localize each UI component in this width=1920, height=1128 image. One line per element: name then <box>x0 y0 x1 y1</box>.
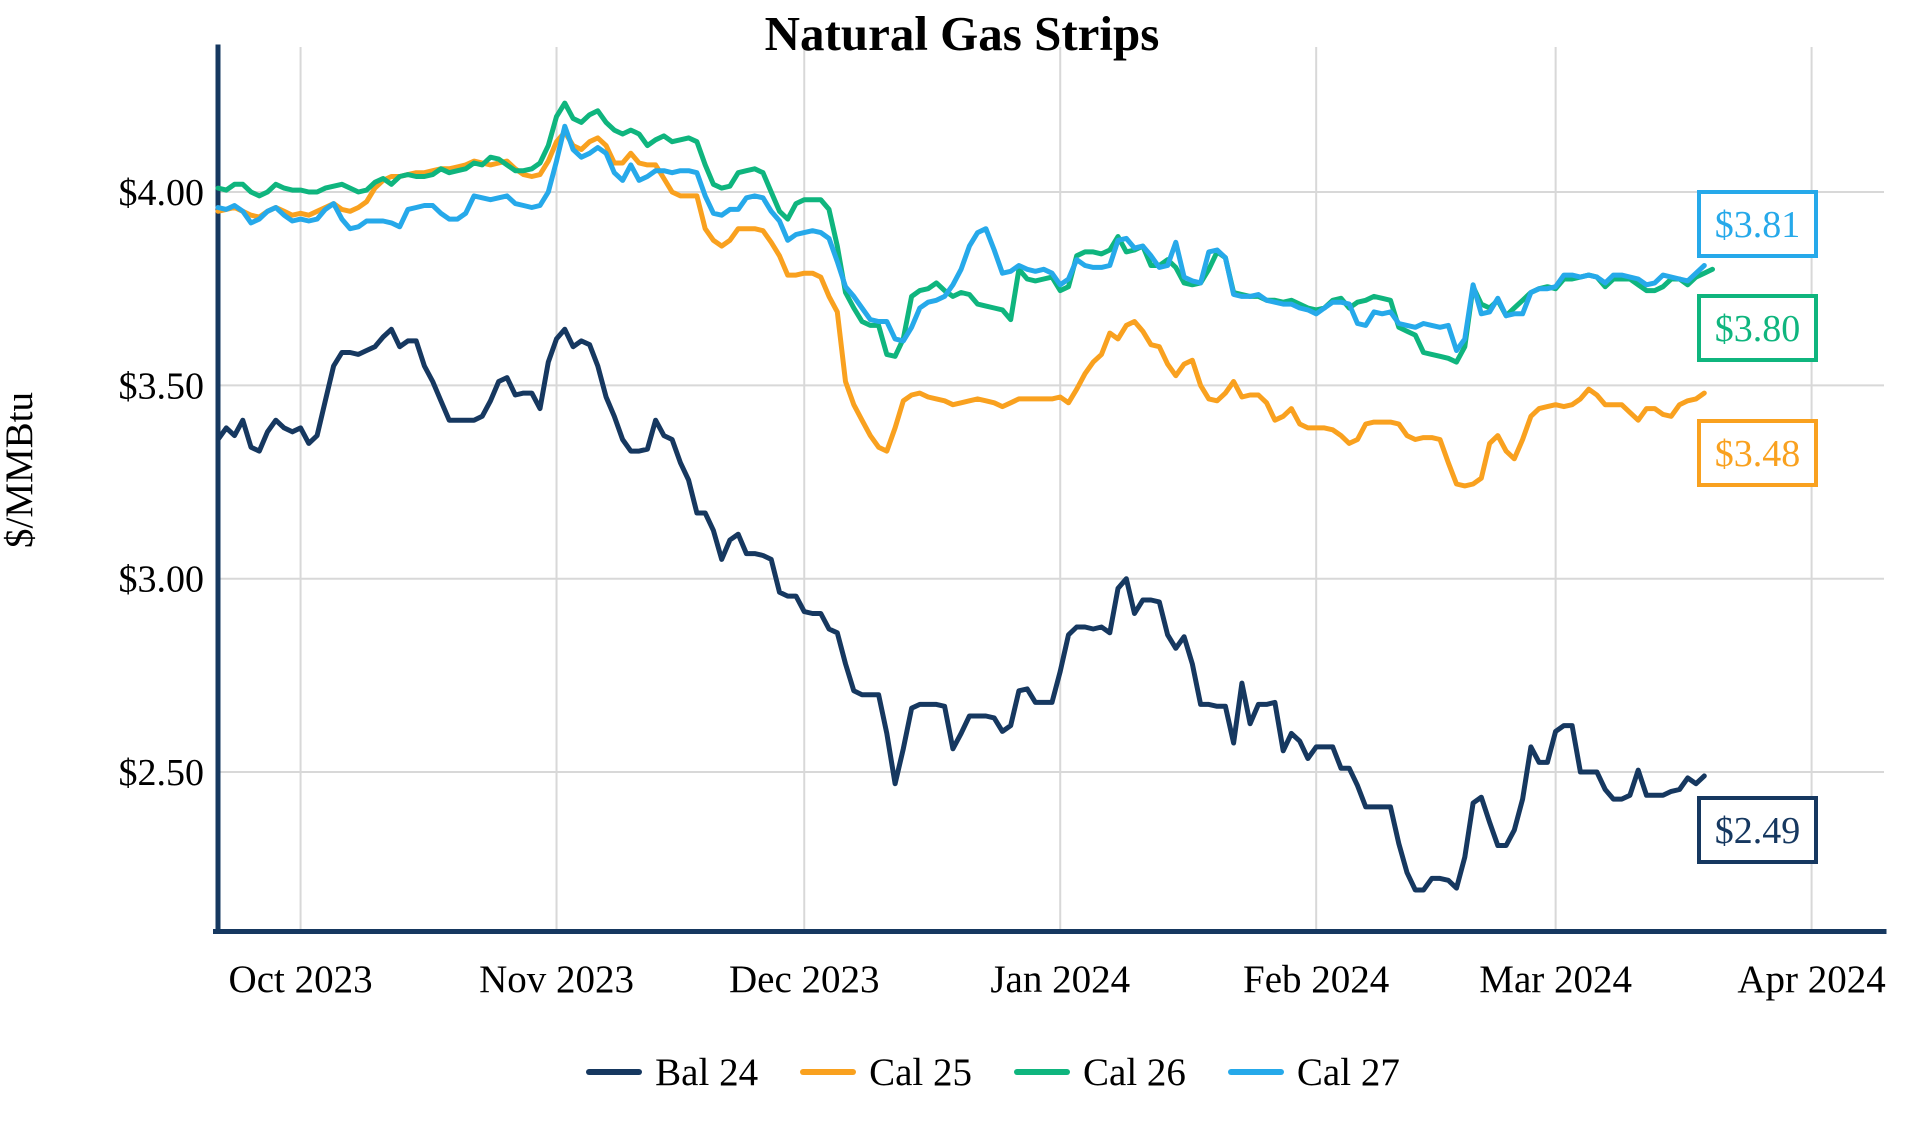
end-value-labels: $3.81 $3.80 $3.48 $2.49 <box>1697 190 1818 864</box>
end-label-cal27-text: $3.81 <box>1715 204 1801 246</box>
legend-item-cal26: Cal 26 <box>1014 1053 1186 1092</box>
chart-title: Natural Gas Strips <box>765 6 1160 61</box>
y-axis-tick-labels: $4.00 $3.50 $3.00 $2.50 <box>119 172 205 794</box>
x-tick-label-5: Mar 2024 <box>1479 958 1632 1001</box>
legend-swatch-cal26-icon <box>1014 1069 1070 1075</box>
series-line-cal27 <box>215 123 1707 353</box>
series-line-cal26 <box>215 100 1715 365</box>
legend-label-cal26: Cal 26 <box>1083 1050 1186 1094</box>
y-tick-label-1: $3.50 <box>119 365 205 407</box>
gridlines <box>218 47 1884 929</box>
x-tick-label-6: Apr 2024 <box>1737 958 1885 1001</box>
end-label-bal24: $2.49 <box>1697 796 1818 864</box>
end-label-cal26: $3.80 <box>1697 294 1818 362</box>
legend-label-bal24: Bal 24 <box>655 1050 759 1094</box>
legend-label-cal25: Cal 25 <box>869 1050 972 1094</box>
end-label-cal26-text: $3.80 <box>1715 308 1801 350</box>
end-label-cal27-box <box>1697 190 1818 258</box>
series-line-bal24 <box>215 326 1707 893</box>
y-axis-title: $/MMBtu <box>0 392 41 548</box>
x-tick-label-3: Jan 2024 <box>990 958 1130 1001</box>
end-label-cal26-box <box>1697 294 1818 362</box>
y-tick-label-3: $2.50 <box>119 752 205 794</box>
x-tick-label-0: Oct 2023 <box>229 958 373 1001</box>
legend-swatch-cal25-icon <box>800 1069 857 1075</box>
end-label-bal24-text: $2.49 <box>1715 810 1801 852</box>
x-tick-label-2: Dec 2023 <box>729 958 880 1001</box>
end-label-cal25: $3.48 <box>1697 419 1818 487</box>
y-tick-label-0: $4.00 <box>119 172 205 214</box>
axes <box>213 44 1887 934</box>
end-label-cal25-text: $3.48 <box>1715 433 1801 475</box>
end-label-cal27: $3.81 <box>1697 190 1818 258</box>
legend-swatch-cal27-icon <box>1227 1069 1284 1075</box>
legend-item-bal24: Bal 24 <box>586 1053 758 1092</box>
series-line-cal25 <box>215 129 1707 489</box>
x-tick-label-1: Nov 2023 <box>479 958 634 1001</box>
legend: Bal 24 Cal 25 Cal 26 Cal 27 <box>0 1040 1920 1104</box>
end-label-cal25-box <box>1697 419 1818 487</box>
x-tick-label-4: Feb 2024 <box>1243 958 1389 1001</box>
y-tick-label-2: $3.00 <box>119 559 205 601</box>
legend-label-cal27: Cal 27 <box>1296 1050 1400 1094</box>
legend-item-cal25: Cal 25 <box>800 1053 972 1092</box>
series-lines <box>215 100 1715 893</box>
x-axis-tick-labels: Oct 2023 Nov 2023 Dec 2023 Jan 2024 Feb 2024… <box>229 958 1886 1001</box>
legend-item-cal27: Cal 27 <box>1227 1050 1400 1094</box>
legend-swatch-bal24-icon <box>586 1069 643 1075</box>
end-label-bal24-box <box>1697 796 1818 864</box>
